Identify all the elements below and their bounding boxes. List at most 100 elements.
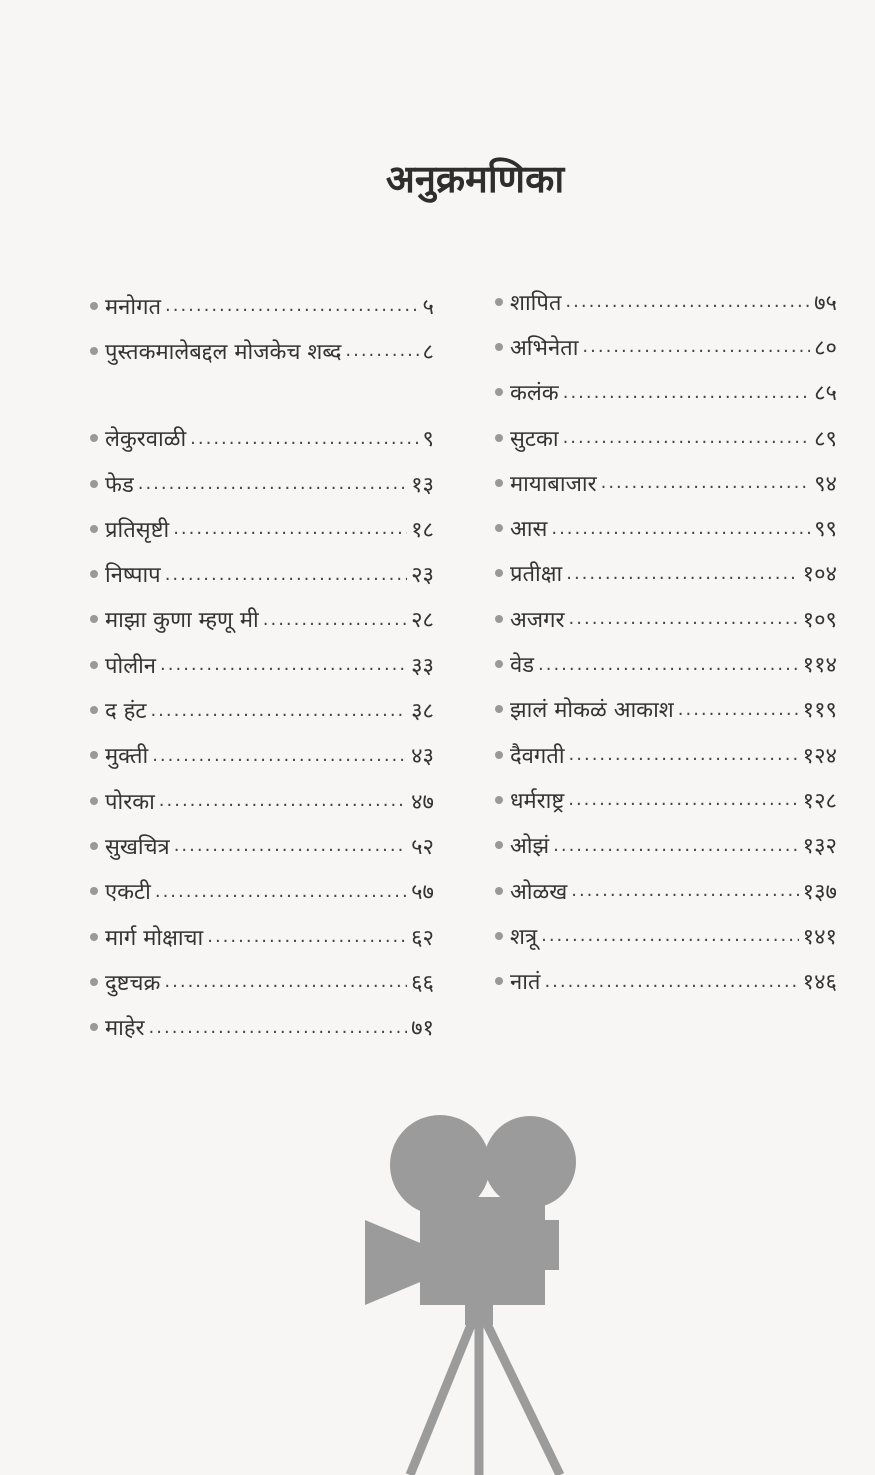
toc-entry: नातं १४६ bbox=[495, 958, 837, 1003]
entry-page-number: ६६ bbox=[411, 970, 434, 996]
toc-entry: मनोगत ५ bbox=[90, 283, 434, 328]
bullet-icon bbox=[495, 388, 503, 397]
tripod-leg-left bbox=[405, 1318, 478, 1475]
dot-leader bbox=[155, 881, 407, 902]
entry-title: नातं bbox=[510, 970, 541, 996]
toc-entry: आस ९९ bbox=[495, 505, 837, 550]
entry-title: शत्रू bbox=[510, 924, 538, 950]
entry-title: लेकुरवाळी bbox=[105, 427, 187, 453]
entry-title: मार्ग मोक्षाचा bbox=[105, 925, 204, 951]
entry-title: माहेर bbox=[105, 1016, 145, 1042]
toc-entry: वेड ११४ bbox=[495, 641, 837, 686]
entry-page-number: ५२ bbox=[411, 834, 434, 860]
entry-page-number: ७५ bbox=[814, 290, 837, 316]
entry-page-number: ४७ bbox=[411, 789, 434, 815]
entry-title: मायाबाजार bbox=[510, 471, 597, 497]
toc-entry: द हंट ३८ bbox=[90, 687, 434, 732]
dot-leader bbox=[551, 518, 810, 539]
bullet-icon bbox=[495, 569, 503, 578]
film-reel-right bbox=[484, 1116, 576, 1208]
entry-title: प्रतिसृष्टी bbox=[105, 517, 170, 543]
entry-title: आस bbox=[510, 517, 548, 543]
toc-entry: अजगर १०९ bbox=[495, 596, 837, 641]
bullet-icon bbox=[495, 297, 503, 306]
entry-title: अजगर bbox=[510, 607, 565, 633]
toc-left-column: मनोगत ५ पुस्तकमालेबद्दल मोजकेच शब्द ८ लेकुरव… bbox=[90, 283, 434, 1050]
bullet-icon bbox=[90, 615, 98, 624]
entry-page-number: ६२ bbox=[411, 925, 434, 951]
bullet-icon bbox=[495, 660, 503, 669]
bullet-icon bbox=[90, 346, 98, 355]
bullet-icon bbox=[90, 1023, 98, 1032]
entry-page-number: ८ bbox=[422, 339, 434, 365]
entry-title: दुष्टचक्र bbox=[105, 970, 161, 996]
tripod-leg-right bbox=[480, 1318, 565, 1475]
bullet-icon bbox=[495, 433, 503, 442]
toc-entry: दुष्टचक्र ६६ bbox=[90, 959, 434, 1004]
entry-page-number: ८५ bbox=[814, 381, 837, 407]
toc-entry: अभिनेता ८० bbox=[495, 324, 837, 369]
movie-camera-on-tripod-icon bbox=[365, 1115, 576, 1475]
bullet-icon bbox=[90, 479, 98, 488]
entry-page-number: ८० bbox=[814, 335, 837, 361]
entry-page-number: १८ bbox=[411, 517, 434, 543]
toc-entry: सुखचित्र ५२ bbox=[90, 823, 434, 868]
page-title: अनुक्रमणिका bbox=[385, 157, 565, 201]
dot-leader bbox=[563, 382, 810, 403]
dot-leader bbox=[165, 295, 419, 316]
entry-title: अभिनेता bbox=[510, 335, 579, 361]
entry-title: पोलीन bbox=[105, 653, 157, 679]
toc-entry: एकटी ५७ bbox=[90, 869, 434, 914]
dot-leader bbox=[568, 789, 798, 810]
entry-title: ओझं bbox=[510, 834, 550, 860]
toc-entry: पोलीन ३३ bbox=[90, 642, 434, 687]
entry-page-number: १४६ bbox=[802, 970, 837, 996]
entry-title: ओळख bbox=[510, 879, 568, 905]
entry-page-number: ३३ bbox=[411, 653, 434, 679]
entry-page-number: ५ bbox=[422, 294, 434, 320]
dot-leader bbox=[566, 563, 798, 584]
entry-title: मुक्ती bbox=[105, 744, 149, 770]
entry-title: धर्मराष्ट्र bbox=[510, 788, 565, 814]
bullet-icon bbox=[495, 841, 503, 850]
camera-lens bbox=[365, 1220, 425, 1305]
toc-entry: ओळख १३७ bbox=[495, 868, 837, 913]
toc-right-column: शापित ७५ अभिनेता ८० कलंक ८५ सुटका ८९ मायाबाजार ९४… bbox=[495, 279, 837, 1004]
bullet-icon bbox=[90, 751, 98, 760]
dot-leader bbox=[263, 609, 407, 630]
dot-leader bbox=[569, 744, 799, 765]
dot-leader bbox=[159, 790, 407, 811]
toc-entry: दैवगती १२४ bbox=[495, 732, 837, 777]
toc-entry: शापित ७५ bbox=[495, 279, 837, 324]
bullet-icon bbox=[495, 750, 503, 759]
dot-leader bbox=[565, 291, 810, 312]
bullet-icon bbox=[495, 342, 503, 351]
entry-title: वेड bbox=[510, 653, 535, 679]
entry-page-number: १०९ bbox=[802, 607, 837, 633]
toc-entry: मार्ग मोक्षाचा ६२ bbox=[90, 914, 434, 959]
entry-page-number: ५७ bbox=[411, 880, 434, 906]
film-reel-left bbox=[390, 1115, 490, 1215]
toc-entry: कलंक ८५ bbox=[495, 370, 837, 415]
entry-page-number: १४१ bbox=[802, 924, 837, 950]
bullet-icon bbox=[495, 614, 503, 623]
dot-leader bbox=[601, 472, 811, 493]
toc-entry: शत्रू १४१ bbox=[495, 913, 837, 958]
bullet-icon bbox=[90, 434, 98, 443]
entry-title: पुस्तकमालेबद्दल मोजकेच शब्द bbox=[105, 339, 342, 365]
toc-entry: फेड १३ bbox=[90, 461, 434, 506]
bullet-icon bbox=[90, 570, 98, 579]
entry-page-number: ११४ bbox=[802, 653, 837, 679]
bullet-icon bbox=[90, 932, 98, 941]
toc-entry: प्रतीक्षा १०४ bbox=[495, 551, 837, 596]
toc-entry: निष्पाप २३ bbox=[90, 551, 434, 596]
dot-leader bbox=[207, 926, 407, 947]
dot-leader bbox=[563, 427, 811, 448]
bullet-icon bbox=[495, 478, 503, 487]
entry-title: दैवगती bbox=[510, 743, 565, 769]
dot-leader bbox=[160, 654, 407, 675]
dot-leader bbox=[165, 564, 407, 585]
entry-page-number: ११९ bbox=[802, 698, 837, 724]
entry-page-number: १३ bbox=[411, 472, 434, 498]
dot-leader bbox=[149, 1017, 408, 1038]
